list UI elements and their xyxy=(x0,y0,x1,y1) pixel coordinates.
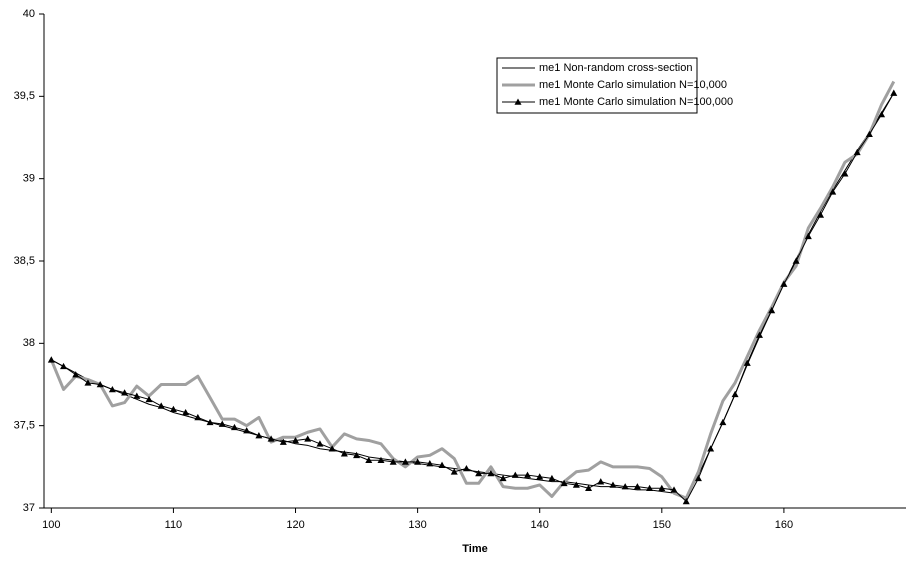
series-line xyxy=(51,92,895,499)
point-marker xyxy=(524,471,532,478)
y-tick-label: 39,5 xyxy=(14,90,35,102)
point-marker xyxy=(47,356,55,363)
point-marker xyxy=(401,458,409,465)
point-marker xyxy=(755,331,763,338)
point-marker xyxy=(230,423,238,431)
point-marker xyxy=(621,483,629,490)
series-line xyxy=(51,92,895,502)
point-marker xyxy=(792,257,800,264)
point-marker xyxy=(853,148,861,156)
point-marker xyxy=(633,483,641,490)
point-marker xyxy=(768,306,776,314)
y-tick-label: 39 xyxy=(23,173,35,185)
point-marker xyxy=(694,474,702,482)
y-tick-label: 37 xyxy=(23,502,35,514)
point-marker xyxy=(389,458,397,465)
y-tick-label: 37,5 xyxy=(14,420,35,432)
point-marker xyxy=(267,435,275,442)
point-marker xyxy=(133,392,141,399)
point-marker xyxy=(157,402,165,409)
point-marker xyxy=(572,481,580,488)
point-marker xyxy=(438,461,446,468)
point-marker xyxy=(279,438,287,445)
y-tick-label: 38 xyxy=(23,337,35,349)
point-marker xyxy=(243,427,251,434)
series-line xyxy=(49,80,896,500)
point-marker xyxy=(707,445,715,452)
point-marker xyxy=(169,405,177,412)
point-marker xyxy=(658,484,666,492)
point-marker xyxy=(499,474,507,482)
point-marker xyxy=(414,458,422,465)
point-marker xyxy=(670,486,678,493)
x-tick-label: 160 xyxy=(775,519,793,531)
point-marker xyxy=(304,435,312,442)
point-marker xyxy=(890,89,898,96)
point-marker xyxy=(194,413,202,421)
point-marker xyxy=(536,473,544,480)
point-marker xyxy=(72,371,80,378)
point-marker xyxy=(121,389,129,396)
y-tick-label: 38,5 xyxy=(14,255,35,267)
point-marker xyxy=(804,232,812,240)
x-tick-label: 130 xyxy=(408,519,426,531)
point-marker xyxy=(450,468,458,475)
point-marker xyxy=(719,418,727,426)
point-marker xyxy=(108,385,116,393)
point-marker xyxy=(218,420,226,427)
legend-label: me1 Monte Carlo simulation N=10,000 xyxy=(539,79,727,91)
x-tick-label: 120 xyxy=(286,519,304,531)
point-marker xyxy=(426,460,434,467)
x-axis-title: Time xyxy=(462,543,487,555)
point-marker xyxy=(365,456,373,464)
point-marker xyxy=(646,484,654,492)
point-marker xyxy=(328,445,336,452)
point-marker xyxy=(182,408,190,416)
point-marker xyxy=(377,456,385,464)
point-marker xyxy=(462,464,470,472)
x-tick-label: 110 xyxy=(165,519,183,531)
point-marker xyxy=(743,359,751,366)
point-marker xyxy=(353,451,361,459)
point-marker xyxy=(255,432,263,439)
point-marker xyxy=(60,362,68,370)
point-marker xyxy=(292,436,300,444)
point-marker xyxy=(560,479,568,487)
point-marker xyxy=(84,379,92,386)
point-marker xyxy=(548,474,556,482)
point-marker xyxy=(96,381,104,388)
point-marker xyxy=(475,469,483,477)
point-marker xyxy=(585,484,593,492)
point-marker xyxy=(316,440,324,447)
legend-label: me1 Monte Carlo simulation N=100,000 xyxy=(539,96,733,108)
point-marker xyxy=(817,211,825,218)
point-marker xyxy=(487,469,495,477)
point-marker xyxy=(878,110,886,118)
point-marker xyxy=(841,170,849,177)
point-marker xyxy=(609,481,617,488)
x-tick-label: 150 xyxy=(653,519,671,531)
point-marker xyxy=(829,188,837,195)
point-marker xyxy=(597,478,605,485)
legend-label: me1 Non-random cross-section xyxy=(539,62,692,74)
point-marker xyxy=(682,497,690,505)
point-marker xyxy=(865,130,873,138)
point-marker xyxy=(731,390,739,398)
x-tick-label: 100 xyxy=(42,519,60,531)
point-marker xyxy=(145,395,153,403)
point-marker xyxy=(780,280,788,287)
x-tick-label: 140 xyxy=(531,519,549,531)
y-tick-label: 40 xyxy=(23,8,35,20)
point-marker xyxy=(206,418,214,426)
point-marker xyxy=(340,450,348,457)
legend-marker xyxy=(514,98,522,105)
point-marker xyxy=(511,471,519,478)
